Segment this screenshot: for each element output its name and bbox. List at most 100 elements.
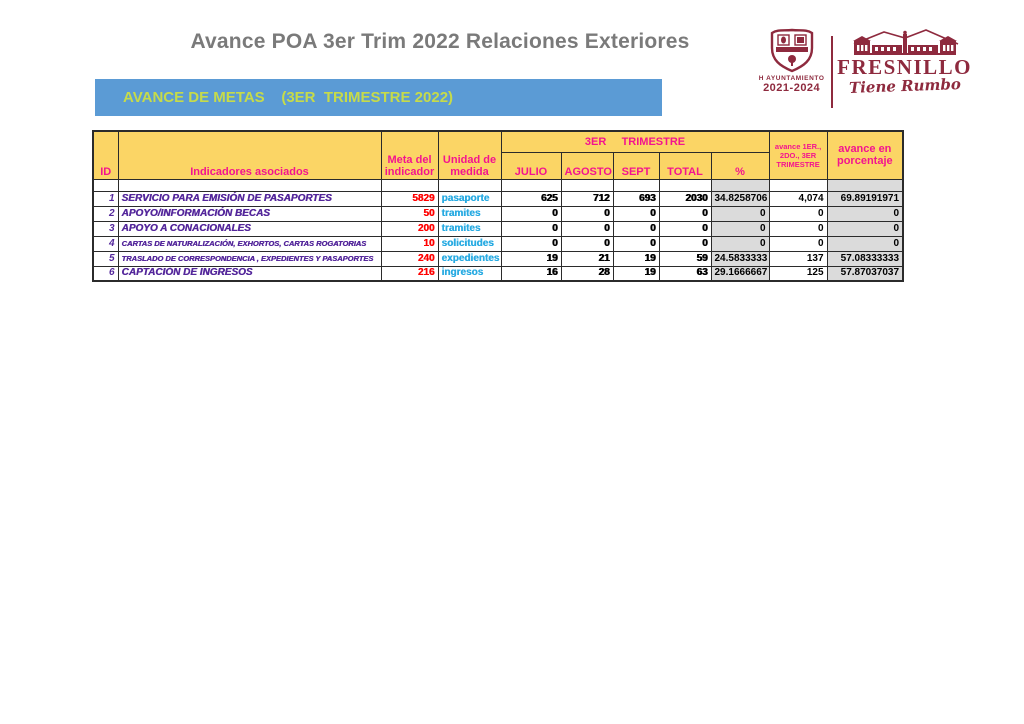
avance-metas-banner: AVANCE DE METAS (3ER TRIMESTRE 2022) <box>95 79 662 116</box>
cell-id: 6 <box>92 265 119 282</box>
cell-agosto: 0 <box>560 205 614 222</box>
spacer-cell <box>500 178 562 192</box>
spacer-cell <box>380 178 439 192</box>
cell-total: 0 <box>658 205 712 222</box>
cell-avance-porcentaje: 0 <box>826 205 904 222</box>
col-header-indicadores: Indicadores asociados <box>117 130 382 180</box>
cell-total: 63 <box>658 265 712 282</box>
crest-shield-icon <box>770 28 813 73</box>
cell-avance-trimestres: 125 <box>768 265 828 282</box>
cell-julio: 0 <box>500 235 562 252</box>
cell-meta: 216 <box>380 265 439 282</box>
spacer-cell <box>768 178 828 192</box>
cell-sept: 0 <box>612 235 660 252</box>
aqueduct-icon <box>852 29 958 55</box>
ayuntamiento-years: 2021-2024 <box>763 82 821 94</box>
col-header-meta: Meta del indicador <box>380 130 439 180</box>
spacer-row <box>92 178 904 192</box>
table-row: 6 CAPTACIÓN DE INGRESOS 216 ingresos 16 … <box>92 265 904 282</box>
spacer-cell <box>612 178 660 192</box>
cell-id: 4 <box>92 235 119 252</box>
cell-julio: 19 <box>500 250 562 267</box>
cell-agosto: 712 <box>560 190 614 207</box>
cell-unidad: pasaporte <box>437 190 502 207</box>
cell-sept: 19 <box>612 265 660 282</box>
cell-sept: 0 <box>612 205 660 222</box>
cell-unidad: solicitudes <box>437 235 502 252</box>
brand-name: FRESNILLO <box>837 55 972 79</box>
fresnillo-brand: FRESNILLO Tiene Rumbo <box>837 26 972 114</box>
cell-avance-trimestres: 0 <box>768 235 828 252</box>
col-header-avance-porcentaje: avance en porcentaje <box>826 130 904 180</box>
cell-julio: 16 <box>500 265 562 282</box>
table-row: 4 CARTAS DE NATURALIZACIÓN, EXHORTOS, CA… <box>92 235 904 252</box>
page-title: Avance POA 3er Trim 2022 Relaciones Exte… <box>190 30 690 53</box>
cell-agosto: 0 <box>560 235 614 252</box>
cell-agosto: 0 <box>560 220 614 237</box>
table-row: 2 APOYO/INFORMACIÓN BECAS 50 tramites 0 … <box>92 205 904 222</box>
col-header-agosto: AGOSTO <box>560 151 614 180</box>
cell-pct: 0 <box>710 205 770 222</box>
cell-avance-trimestres: 4,074 <box>768 190 828 207</box>
cell-agosto: 28 <box>560 265 614 282</box>
cell-indicator: CAPTACIÓN DE INGRESOS <box>117 265 382 282</box>
cell-unidad: expedientes <box>437 250 502 267</box>
cell-total: 0 <box>658 235 712 252</box>
cell-avance-porcentaje: 69.89191971 <box>826 190 904 207</box>
cell-julio: 0 <box>500 220 562 237</box>
cell-julio: 625 <box>500 190 562 207</box>
spacer-cell <box>658 178 712 192</box>
cell-meta: 200 <box>380 220 439 237</box>
spacer-cell <box>437 178 502 192</box>
banner-label: AVANCE DE METAS (3ER TRIMESTRE 2022) <box>123 89 454 106</box>
cell-avance-trimestres: 0 <box>768 220 828 237</box>
cell-indicator: APOYO A CONACIONALES <box>117 220 382 237</box>
spacer-cell <box>92 178 119 192</box>
spacer-cell <box>560 178 614 192</box>
cell-indicator: APOYO/INFORMACIÓN BECAS <box>117 205 382 222</box>
col-header-sept: SEPT <box>612 151 660 180</box>
ayuntamiento-crest: H AYUNTAMIENTO 2021-2024 <box>752 26 831 114</box>
cell-julio: 0 <box>500 205 562 222</box>
ayuntamiento-label: H AYUNTAMIENTO <box>758 75 825 82</box>
cell-total: 59 <box>658 250 712 267</box>
col-header-total: TOTAL <box>658 151 712 180</box>
cell-avance-porcentaje: 0 <box>826 235 904 252</box>
col-header-trimestre-group: 3ER TRIMESTRE <box>500 130 770 153</box>
cell-meta: 240 <box>380 250 439 267</box>
cell-agosto: 21 <box>560 250 614 267</box>
cell-meta: 5829 <box>380 190 439 207</box>
cell-pct: 0 <box>710 235 770 252</box>
cell-pct: 29.1666667 <box>710 265 770 282</box>
cell-sept: 693 <box>612 190 660 207</box>
spacer-cell <box>710 178 770 192</box>
cell-avance-porcentaje: 57.08333333 <box>826 250 904 267</box>
header-row-group: ID Indicadores asociados Meta del indica… <box>92 130 904 180</box>
cell-indicator: TRASLADO DE CORRESPONDENCIA , EXPEDIENTE… <box>117 250 382 267</box>
cell-unidad: tramites <box>437 205 502 222</box>
poa-avance-table: ID Indicadores asociados Meta del indica… <box>92 130 905 282</box>
cell-indicator: CARTAS DE NATURALIZACIÓN, EXHORTOS, CART… <box>117 235 382 252</box>
cell-pct: 34.8258706 <box>710 190 770 207</box>
cell-sept: 0 <box>612 220 660 237</box>
col-header-julio: JULIO <box>500 151 562 180</box>
spacer-cell <box>826 178 904 192</box>
cell-meta: 10 <box>380 235 439 252</box>
cell-id: 1 <box>92 190 119 207</box>
cell-indicator: SERVICIO PARA EMISIÓN DE PASAPORTES <box>117 190 382 207</box>
table-row: 3 APOYO A CONACIONALES 200 tramites 0 0 … <box>92 220 904 237</box>
cell-id: 5 <box>92 250 119 267</box>
cell-avance-trimestres: 0 <box>768 205 828 222</box>
cell-pct: 24.5833333 <box>710 250 770 267</box>
fresnillo-logo: H AYUNTAMIENTO 2021-2024 <box>752 26 972 114</box>
cell-unidad: tramites <box>437 220 502 237</box>
brand-slogan: Tiene Rumbo <box>848 75 961 97</box>
cell-avance-porcentaje: 57.87037037 <box>826 265 904 282</box>
cell-avance-porcentaje: 0 <box>826 220 904 237</box>
spacer-cell <box>117 178 382 192</box>
cell-avance-trimestres: 137 <box>768 250 828 267</box>
cell-pct: 0 <box>710 220 770 237</box>
cell-id: 2 <box>92 205 119 222</box>
cell-unidad: ingresos <box>437 265 502 282</box>
cell-meta: 50 <box>380 205 439 222</box>
